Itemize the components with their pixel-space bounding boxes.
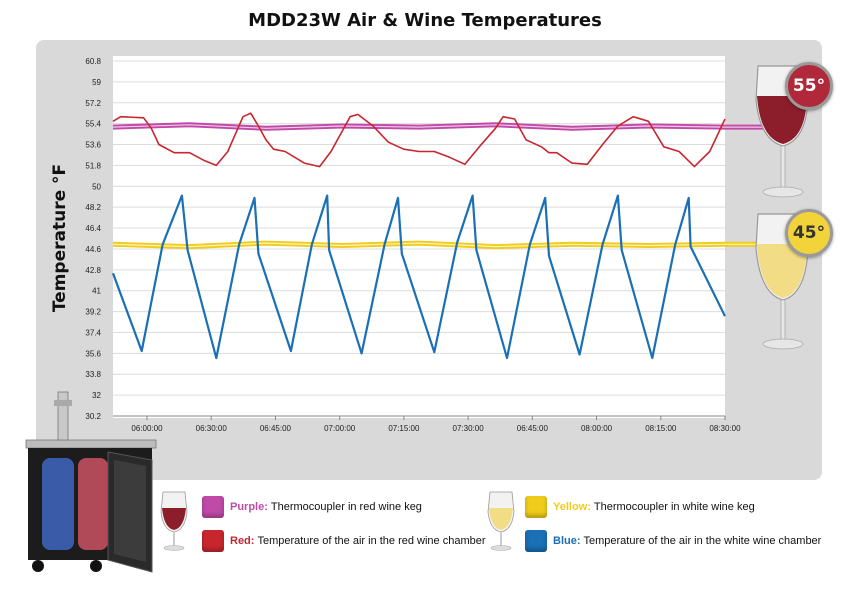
series-line-red (112, 112, 726, 168)
legend-key: Yellow: (553, 501, 591, 513)
legend-desc: Thermocoupler in white wine keg (593, 501, 755, 513)
y-tick-label: 55.4 (85, 120, 101, 129)
legend-desc: Temperature of the air in the red wine c… (257, 535, 486, 547)
y-tick-label: 35.6 (85, 349, 101, 358)
legend-desc: Temperature of the air in the white wine… (583, 535, 822, 547)
legend-key: Blue: (553, 535, 581, 547)
series-line-purple-highlight (112, 124, 790, 129)
legend-key: Red: (230, 535, 255, 547)
y-tick-label: 48.2 (85, 203, 101, 212)
x-tick-label: 08:30:00 (709, 424, 741, 433)
y-tick-label: 57.2 (85, 99, 101, 108)
y-tick-label: 53.6 (85, 141, 101, 150)
y-tick-label: 30.2 (85, 412, 101, 421)
x-tick-label: 07:15:00 (388, 424, 420, 433)
red-wine-temp-badge: 55° (785, 62, 833, 110)
legend-key: Purple: (230, 501, 268, 513)
y-tick-label: 33.8 (85, 370, 101, 379)
legend-desc: Thermocoupler in red wine keg (270, 501, 422, 513)
legend-swatch-red (202, 530, 224, 552)
legend-item-purple: Purple: Thermocoupler in red wine keg (202, 496, 422, 518)
x-tick-label: 06:45:00 (260, 424, 292, 433)
y-tick-label: 42.8 (85, 266, 101, 275)
legend-swatch-blue (525, 530, 547, 552)
legend-swatch-purple (202, 496, 224, 518)
y-tick-label: 50 (92, 182, 101, 191)
x-tick-label: 08:00:00 (581, 424, 613, 433)
y-tick-label: 37.4 (85, 328, 101, 337)
x-tick-label: 07:30:00 (453, 424, 485, 433)
legend-item-yellow: Yellow: Thermocoupler in white wine keg (525, 496, 755, 518)
x-tick-label: 06:30:00 (196, 424, 228, 433)
y-tick-label: 44.6 (85, 245, 101, 254)
legend-swatch-yellow (525, 496, 547, 518)
series-line-blue (111, 194, 726, 360)
x-tick-label: 08:15:00 (645, 424, 677, 433)
y-tick-label: 32 (92, 391, 101, 400)
y-tick-label: 41 (92, 287, 101, 296)
white-wine-temp-badge: 45° (785, 209, 833, 257)
legend-item-red: Red: Temperature of the air in the red w… (202, 530, 486, 552)
y-tick-label: 39.2 (85, 308, 101, 317)
y-tick-label: 46.4 (85, 224, 101, 233)
y-tick-label: 51.8 (85, 161, 101, 170)
plot-area (113, 56, 725, 418)
x-tick-label: 06:00:00 (131, 424, 163, 433)
chart-title: MDD23W Air & Wine Temperatures (248, 10, 602, 31)
y-tick-label: 60.8 (85, 57, 101, 66)
y-tick-label: 59 (92, 78, 101, 87)
x-tick-label: 07:00:00 (324, 424, 356, 433)
x-tick-label: 06:45:00 (517, 424, 549, 433)
legend-item-blue: Blue: Temperature of the air in the whit… (525, 530, 821, 552)
